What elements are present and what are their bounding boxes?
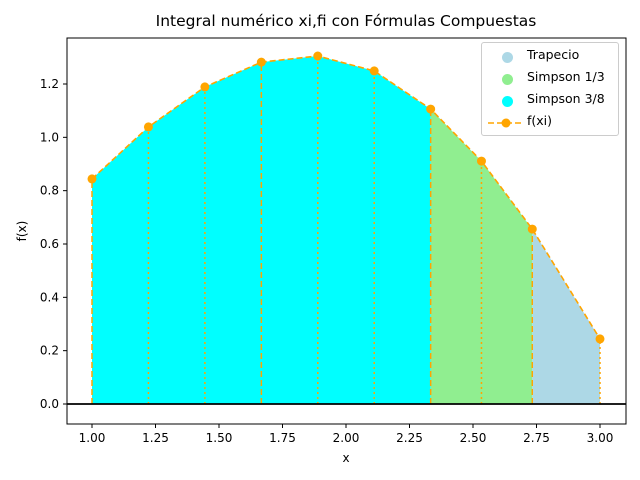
- data-point: [595, 334, 605, 344]
- x-tick-label: 2.00: [333, 431, 360, 445]
- legend-item-simpson-38: Simpson 3/8: [482, 91, 618, 111]
- x-axis-ticks: 1.00 1.25 1.50 1.75 2.00 2.25 2.50 2.75 3.00: [79, 424, 614, 445]
- x-tick-label: 2.25: [396, 431, 423, 445]
- data-point: [476, 156, 486, 166]
- x-tick-label: 1.75: [269, 431, 296, 445]
- vertical-lines: [91, 55, 601, 404]
- legend-item-simpson-13: Simpson 1/3: [482, 69, 618, 89]
- data-point: [426, 104, 436, 114]
- x-tick-label: 1.50: [206, 431, 233, 445]
- data-point: [87, 174, 97, 184]
- data-point: [200, 82, 210, 92]
- x-axis-label: x: [342, 451, 349, 465]
- area-fill: [430, 109, 533, 404]
- legend: Trapecio Simpson 1/3 Simpson 3/8 f(xi): [481, 42, 619, 136]
- trapecio-marker-icon: [502, 52, 513, 63]
- simpson38-marker-icon: [502, 96, 513, 107]
- fxi-line: [87, 51, 605, 344]
- y-tick-label: 1.2: [40, 77, 59, 91]
- data-point: [256, 57, 266, 67]
- data-point: [143, 122, 153, 132]
- y-tick-label: 0.4: [40, 290, 59, 304]
- y-tick-label: 0.8: [40, 184, 59, 198]
- data-point: [369, 66, 379, 76]
- y-axis-label: f(x): [15, 221, 29, 242]
- x-tick-label: 2.50: [460, 431, 487, 445]
- chart-title: Integral numérico xi,fi con Fórmulas Com…: [155, 12, 537, 30]
- data-point: [313, 51, 323, 61]
- area-fill: [532, 229, 600, 404]
- y-tick-label: 1.0: [40, 130, 59, 144]
- x-tick-label: 2.75: [523, 431, 550, 445]
- x-tick-label: 3.00: [587, 431, 614, 445]
- x-tick-label: 1.00: [79, 431, 106, 445]
- data-point: [527, 224, 537, 234]
- y-tick-label: 0.6: [40, 237, 59, 251]
- y-tick-label: 0.2: [40, 344, 59, 358]
- legend-item-fxi: f(xi): [482, 113, 618, 133]
- simpson13-marker-icon: [502, 74, 513, 85]
- legend-item-trapecio: Trapecio: [482, 47, 618, 67]
- x-tick-label: 1.25: [142, 431, 169, 445]
- y-axis-ticks: 0.0 0.2 0.4 0.6 0.8 1.0 1.2: [40, 77, 67, 411]
- y-tick-label: 0.0: [40, 397, 59, 411]
- fxi-line-marker-icon: [488, 118, 524, 128]
